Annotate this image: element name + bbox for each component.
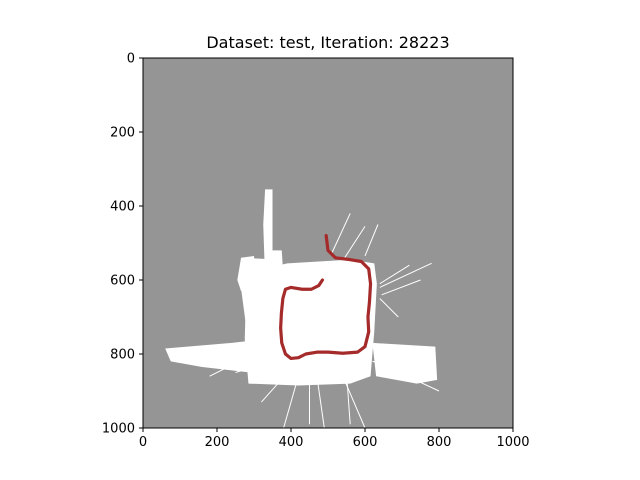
free-space-layer xyxy=(165,189,438,386)
free-space-ray-15 xyxy=(209,353,255,377)
free-space-ray-3 xyxy=(379,264,410,285)
free-space-ray-2 xyxy=(364,224,379,257)
free-space-ray-13 xyxy=(372,360,425,373)
free-space-ray-5 xyxy=(381,279,421,296)
robot-trajectory xyxy=(279,234,373,361)
free-space-ray-4 xyxy=(379,262,432,288)
free-space-ray-11 xyxy=(316,376,325,429)
free-space-region-3 xyxy=(165,341,251,373)
chart-title: Dataset: test, Iteration: 28223 xyxy=(206,33,449,52)
plot-frame xyxy=(142,57,514,429)
free-space-ray-9 xyxy=(283,376,299,429)
x-tick-label: 600 xyxy=(353,435,378,450)
y-axis: 0 200 400 600 800 1000 xyxy=(102,52,143,437)
x-tick-label: 0 xyxy=(139,435,147,450)
y-tick-label: 400 xyxy=(110,200,135,215)
free-space-ray-1 xyxy=(344,226,366,259)
y-tick-label: 1000 xyxy=(102,422,135,437)
y-tick-label: 800 xyxy=(110,348,135,363)
free-space-rays xyxy=(209,213,440,429)
y-tick-label: 0 xyxy=(127,52,135,67)
free-space-region-2 xyxy=(244,259,377,386)
free-space-ray-7 xyxy=(235,360,273,373)
x-tick-label: 1000 xyxy=(496,435,529,450)
free-space-region-4 xyxy=(372,342,438,384)
free-space-region-5 xyxy=(237,255,256,292)
y-tick-label: 200 xyxy=(110,126,135,141)
x-tick-label: 800 xyxy=(427,435,452,450)
x-axis: 0 200 400 600 800 1000 xyxy=(139,428,530,450)
free-space-ray-0 xyxy=(331,213,351,254)
free-space-ray-14 xyxy=(383,364,440,392)
free-space-ray-6 xyxy=(379,298,399,318)
free-space-ray-8 xyxy=(261,368,292,403)
free-space-ray-16 xyxy=(346,372,351,425)
y-tick-label: 600 xyxy=(110,274,135,289)
x-tick-label: 400 xyxy=(279,435,304,450)
free-space-ray-12 xyxy=(342,376,366,429)
x-tick-label: 200 xyxy=(205,435,230,450)
plot-area xyxy=(142,57,514,429)
